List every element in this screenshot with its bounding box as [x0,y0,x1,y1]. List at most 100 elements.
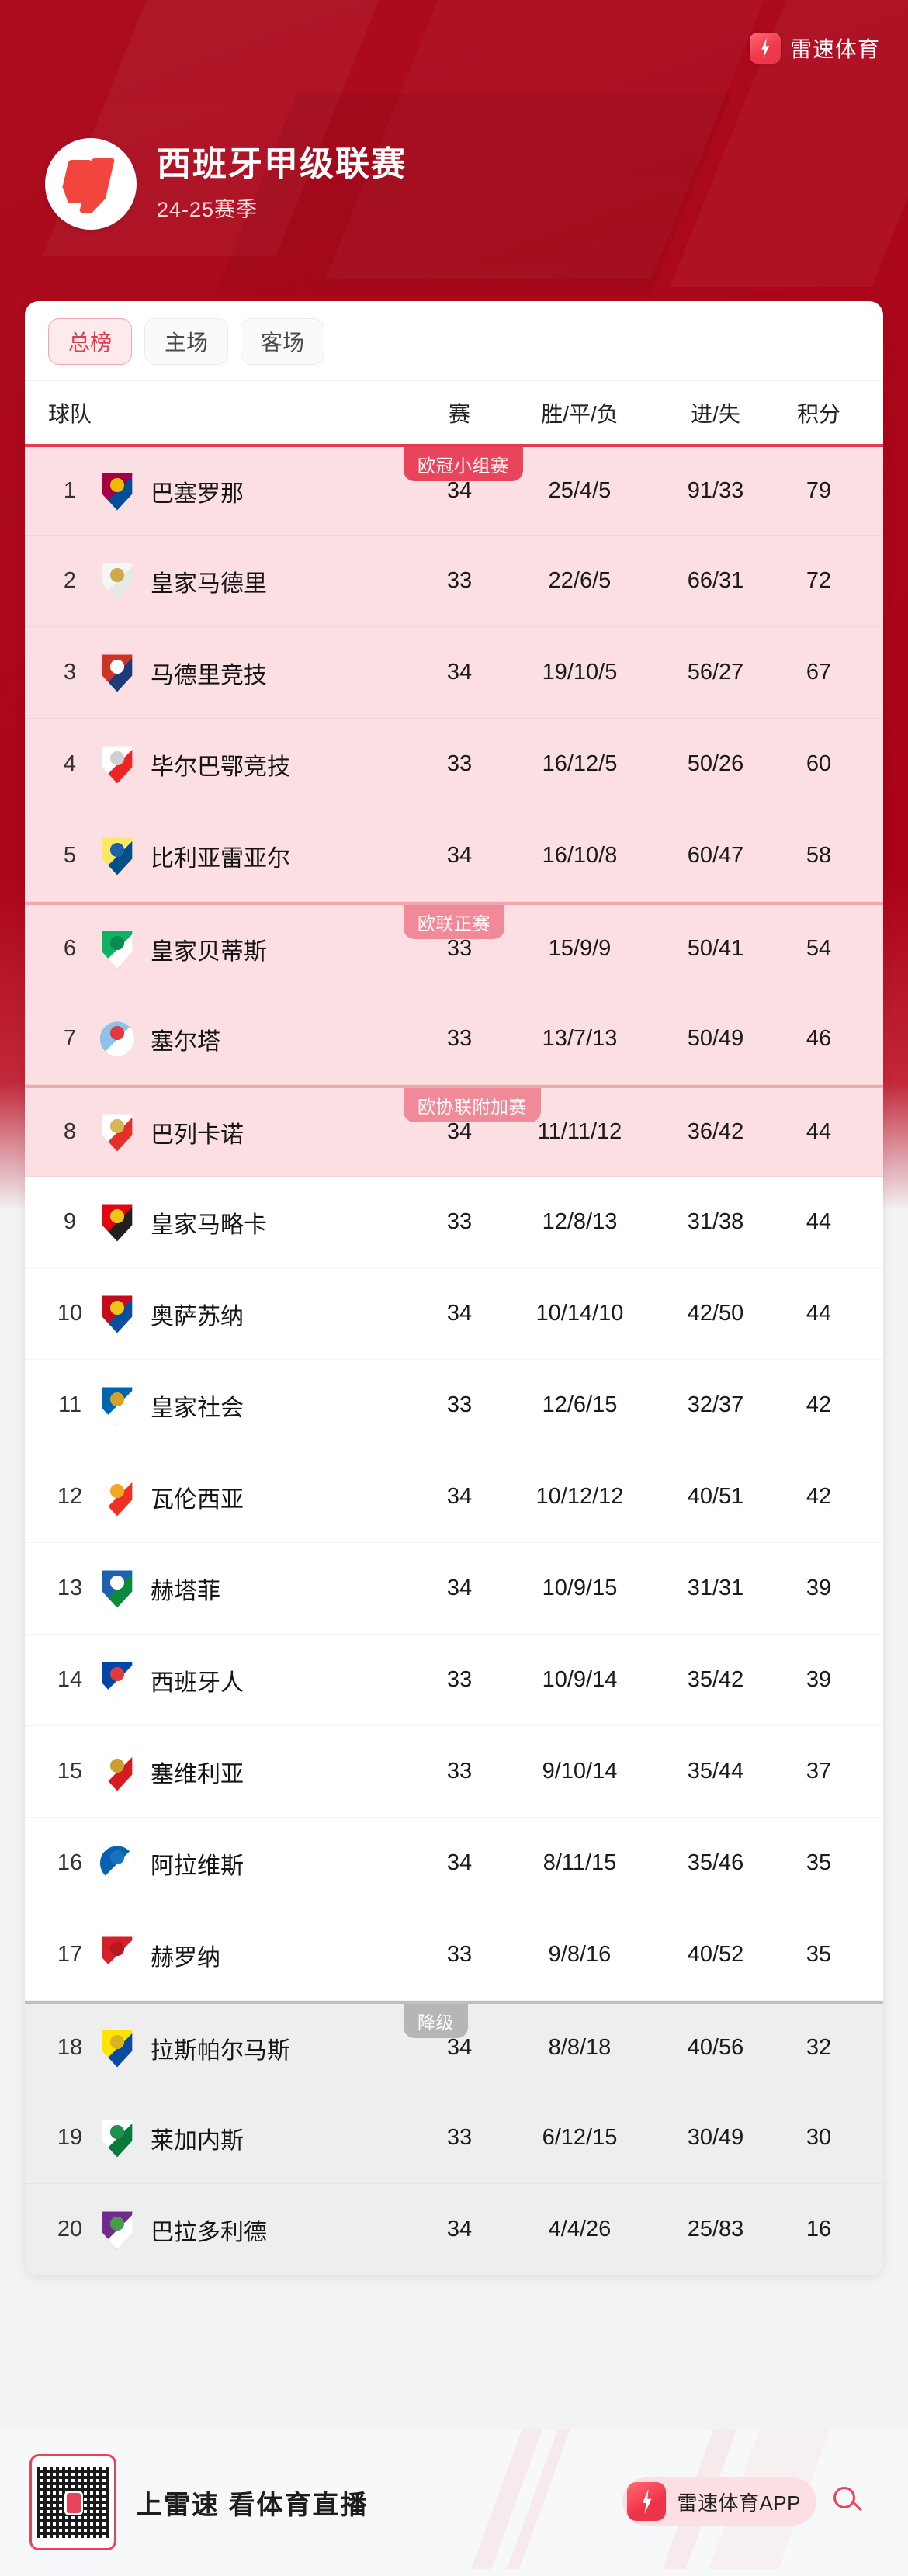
team-name-cell[interactable]: 西班牙人 [151,1669,244,1696]
zone-badge: 欧冠小组赛 [404,447,523,481]
standings-card: 总榜 主场 客场 球队 赛 胜/平/负 进/失 积分 欧冠小组赛 1 巴塞罗那 34 25/… [25,301,883,2276]
crest-cell [92,654,143,692]
team-name-cell[interactable]: 皇家贝蒂斯 [151,938,267,965]
points-cell: 32 [806,2035,832,2060]
table-row[interactable]: 19 莱加内斯 33 6/12/15 30/49 30 [25,2092,883,2184]
team-name-cell[interactable]: 马德里竞技 [151,662,267,688]
team-name-cell[interactable]: 阿拉维斯 [151,1853,244,1879]
table-row[interactable]: 20 巴拉多利德 34 4/4/26 25/83 16 [25,2184,883,2276]
table-row[interactable]: 欧协联附加赛 8 巴列卡诺 34 11/11/12 36/42 44 [25,1085,883,1177]
played-cell: 34 [446,843,473,868]
points-cell: 39 [806,1667,832,1692]
table-row[interactable]: 4 毕尔巴鄂竞技 33 16/12/5 50/26 60 [25,719,883,810]
team-crest-icon [99,1386,135,1425]
table-row[interactable]: 13 赫塔菲 34 10/9/15 31/31 39 [25,1543,883,1635]
rank-cell: 7 [63,1026,77,1051]
goals-cell: 50/49 [687,1026,744,1051]
rank-cell: 6 [63,936,77,961]
table-row[interactable]: 5 比利亚雷亚尔 34 16/10/8 60/47 58 [25,810,883,902]
team-name-cell[interactable]: 毕尔巴鄂竞技 [151,754,290,780]
wdl-cell: 8/11/15 [542,1850,617,1875]
goals-cell: 35/42 [687,1667,744,1692]
team-name-cell[interactable]: 奥萨苏纳 [151,1303,244,1330]
goals-cell: 91/33 [687,478,744,503]
footer-slogan: 上雷速 看体育直播 [136,2491,369,2520]
rank-cell: 5 [63,843,77,868]
team-name-cell[interactable]: 塞维利亚 [151,1761,244,1787]
played-cell: 33 [446,1667,473,1692]
team-name-cell[interactable]: 塞尔塔 [151,1028,220,1055]
rank-cell: 19 [57,2125,83,2150]
qr-code-icon[interactable] [29,2454,116,2550]
crest-cell [92,1844,143,1883]
wdl-cell: 15/9/9 [548,936,612,961]
tab-1[interactable]: 主场 [144,318,228,365]
rank-cell: 2 [63,568,77,593]
table-row[interactable]: 16 阿拉维斯 34 8/11/15 35/46 35 [25,1818,883,1909]
played-cell: 33 [446,751,473,776]
crest-cell [92,2210,143,2249]
table-row[interactable]: 欧冠小组赛 1 巴塞罗那 34 25/4/5 91/33 79 [25,444,883,536]
points-cell: 39 [806,1576,832,1600]
team-name-cell[interactable]: 巴塞罗那 [151,480,244,507]
team-crest-icon [99,2029,135,2068]
points-cell: 35 [806,1850,832,1875]
crest-cell [92,837,143,875]
crest-cell [92,1020,143,1059]
goals-cell: 32/37 [687,1392,744,1417]
goals-cell: 66/31 [687,568,744,593]
points-cell: 67 [806,660,832,685]
tab-2[interactable]: 客场 [241,318,324,365]
wdl-cell: 22/6/5 [548,568,612,593]
team-name-cell[interactable]: 巴列卡诺 [151,1122,244,1148]
search-icon[interactable] [833,2487,863,2516]
team-name-cell[interactable]: 莱加内斯 [151,2127,244,2154]
played-cell: 34 [446,2035,473,2060]
team-crest-icon [99,2119,135,2158]
points-cell: 42 [806,1392,832,1417]
team-name-cell[interactable]: 赫塔菲 [151,1578,220,1604]
table-row[interactable]: 9 皇家马略卡 33 12/8/13 31/38 44 [25,1177,883,1268]
team-name-cell[interactable]: 巴拉多利德 [151,2219,267,2245]
played-cell: 34 [446,2217,473,2241]
goals-cell: 35/44 [687,1759,744,1784]
table-row[interactable]: 7 塞尔塔 33 13/7/13 50/49 46 [25,993,883,1085]
table-row[interactable]: 15 塞维利亚 33 9/10/14 35/44 37 [25,1726,883,1818]
rank-cell: 9 [63,1209,77,1234]
wdl-cell: 4/4/26 [548,2217,612,2241]
table-row[interactable]: 10 奥萨苏纳 34 10/14/10 42/50 44 [25,1268,883,1360]
team-name-cell[interactable]: 赫罗纳 [151,1944,220,1971]
table-row[interactable]: 17 赫罗纳 33 9/8/16 40/52 35 [25,1909,883,2001]
app-download-button[interactable]: 雷速体育APP [622,2477,816,2526]
team-crest-icon [99,472,135,511]
zone-badge: 降级 [404,2004,468,2038]
team-name-cell[interactable]: 皇家马略卡 [151,1212,267,1238]
table-row[interactable]: 欧联正赛 6 皇家贝蒂斯 33 15/9/9 50/41 54 [25,902,883,993]
page-title: 西班牙甲级联赛 [157,145,407,184]
table-row[interactable]: 3 马德里竞技 34 19/10/5 56/27 67 [25,627,883,719]
goals-cell: 50/41 [687,936,744,961]
wdl-cell: 9/10/14 [542,1759,618,1784]
crest-cell [92,2119,143,2158]
lightning-bolt-icon [749,33,781,64]
table-row[interactable]: 2 皇家马德里 33 22/6/5 66/31 72 [25,536,883,627]
wdl-cell: 9/8/16 [548,1942,612,1967]
table-row[interactable]: 11 皇家社会 33 12/6/15 32/37 42 [25,1360,883,1451]
table-row[interactable]: 降级 18 拉斯帕尔马斯 34 8/8/18 40/56 32 [25,2001,883,2092]
team-name-cell[interactable]: 瓦伦西亚 [151,1486,244,1513]
played-cell: 34 [446,1484,473,1509]
team-crest-icon [99,562,135,601]
team-name-cell[interactable]: 拉斯帕尔马斯 [151,2037,290,2064]
wdl-cell: 10/9/15 [542,1576,618,1600]
tab-0[interactable]: 总榜 [48,318,132,365]
team-name-cell[interactable]: 比利亚雷亚尔 [151,845,290,872]
team-name-cell[interactable]: 皇家马德里 [151,570,267,597]
crest-cell [92,472,143,511]
table-row[interactable]: 14 西班牙人 33 10/9/14 35/42 39 [25,1635,883,1726]
points-cell: 79 [806,478,832,503]
team-crest-icon [99,1020,135,1059]
crest-cell [92,930,143,969]
table-row[interactable]: 12 瓦伦西亚 34 10/12/12 40/51 42 [25,1451,883,1543]
brand-bar: 雷速体育 [749,33,880,64]
team-name-cell[interactable]: 皇家社会 [151,1395,244,1421]
